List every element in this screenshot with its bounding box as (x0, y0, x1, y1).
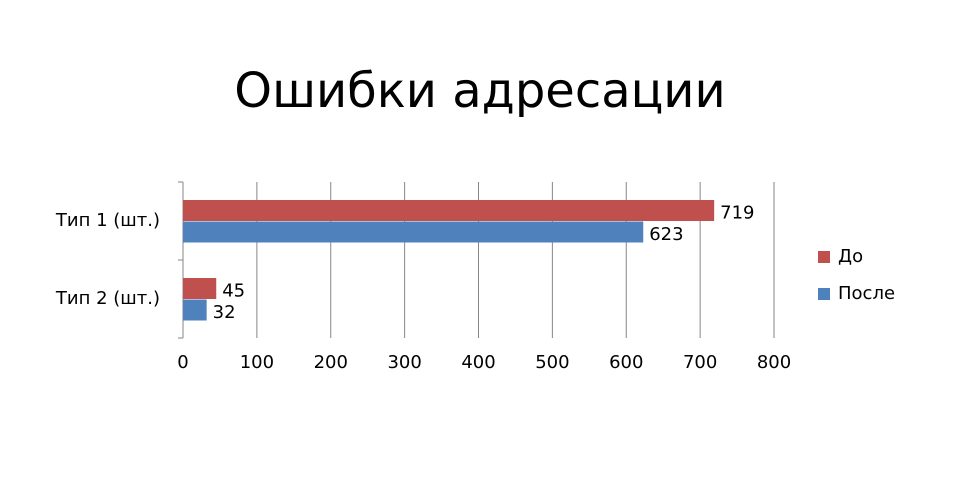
y-tick-label: Тип 1 (шт.) (55, 210, 160, 231)
legend-label: До (838, 246, 863, 267)
x-tick-label: 700 (683, 352, 717, 373)
legend-swatch (818, 288, 830, 300)
data-label: 45 (222, 281, 245, 302)
legend-swatch (818, 251, 830, 263)
bar (183, 299, 207, 321)
y-tick-label: Тип 2 (шт.) (55, 288, 160, 309)
data-label: 623 (649, 224, 683, 245)
x-tick-label: 200 (314, 352, 348, 373)
x-tick-label: 500 (535, 352, 569, 373)
bar (183, 221, 644, 243)
bar (183, 278, 217, 299)
x-tick-label: 100 (240, 352, 274, 373)
bar (183, 200, 715, 221)
data-label: 719 (720, 203, 754, 224)
x-tick-label: 800 (757, 352, 791, 373)
x-tick-label: 400 (461, 352, 495, 373)
x-tick-label: 600 (609, 352, 643, 373)
data-label: 32 (213, 302, 236, 323)
x-tick-label: 300 (387, 352, 421, 373)
chart-title: Ошибки адресации (234, 63, 725, 119)
legend-label: После (838, 283, 895, 304)
x-tick-label: 0 (177, 352, 188, 373)
